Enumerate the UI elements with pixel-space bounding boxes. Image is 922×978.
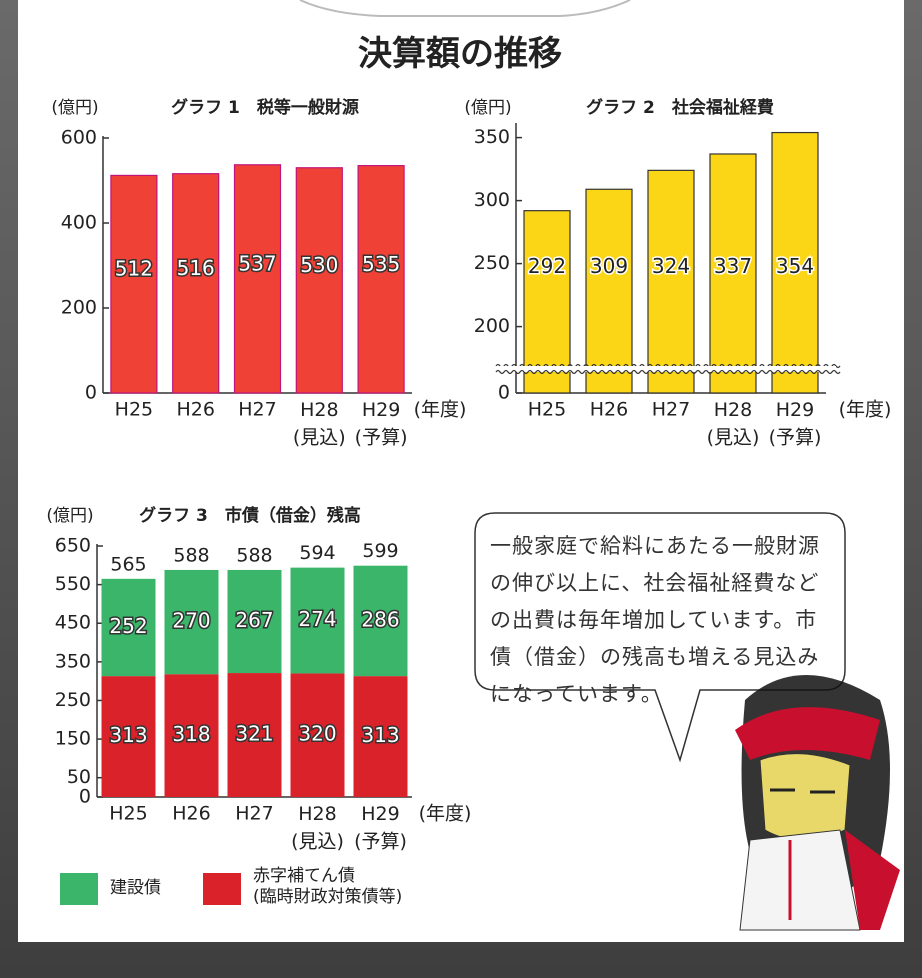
total-label: 594 — [299, 542, 335, 564]
value-label: 535 — [362, 252, 400, 276]
y-tick-label: 350 — [55, 650, 91, 672]
total-label: 565 — [110, 553, 146, 575]
x-axis-label: (年度) — [414, 399, 467, 421]
value-label: 267 — [235, 608, 273, 632]
y-axis-label: (億円) — [51, 98, 98, 118]
bar — [296, 168, 342, 393]
x-tick-label: H29(予算) — [355, 399, 408, 449]
value-label: 313 — [109, 723, 147, 747]
value-label: 320 — [298, 722, 336, 746]
bar — [235, 165, 281, 393]
x-tick-label: H26 — [176, 399, 214, 421]
x-tick-label: H28(見込) — [293, 399, 346, 449]
y-tick-label: 0 — [498, 382, 510, 404]
x-tick-label: H26 — [172, 803, 210, 825]
value-label: 286 — [361, 607, 399, 631]
value-label: 309 — [590, 254, 628, 278]
x-tick-label: H26 — [590, 399, 628, 421]
x-tick-label: H28(見込) — [291, 803, 344, 853]
value-label: 318 — [172, 722, 210, 746]
x-tick-label: H27 — [652, 399, 690, 421]
x-tick-label: H25 — [528, 399, 566, 421]
y-tick-label: 350 — [474, 126, 510, 148]
chart-title: グラフ 3 市債（借金）残高 — [139, 505, 361, 526]
total-label: 599 — [362, 540, 398, 562]
y-tick-label: 550 — [55, 573, 91, 595]
legend-swatch — [203, 873, 241, 905]
infographic: 決算額の推移 (億円) グラフ 1 税等一般財源 (年度) 0 200 400 600 H25… — [0, 0, 922, 978]
value-label: 537 — [238, 251, 276, 275]
chart-title: グラフ 1 税等一般財源 — [171, 97, 359, 118]
x-tick-label: H25 — [109, 803, 147, 825]
y-tick-label: 650 — [55, 535, 91, 557]
x-axis-label: (年度) — [839, 399, 892, 421]
value-label: 252 — [109, 614, 147, 638]
x-tick-label: H27 — [235, 803, 273, 825]
y-tick-label: 300 — [474, 189, 510, 211]
value-label: 354 — [776, 254, 814, 278]
x-tick-label: H25 — [115, 399, 153, 421]
value-label: 324 — [652, 254, 690, 278]
total-label: 588 — [173, 544, 209, 566]
y-tick-label: 250 — [55, 689, 91, 711]
value-label: 270 — [172, 609, 210, 633]
y-axis-label: (億円) — [46, 506, 93, 526]
bar — [586, 189, 632, 393]
speech-text: 一般家庭で給料にあたる一般財源の伸び以上に、社会福祉経費などの出費は毎年増加して… — [490, 528, 830, 713]
chart-1: (億円) グラフ 1 税等一般財源 (年度) 0 200 400 600 H25 H26 H27 H… — [51, 97, 466, 448]
y-tick-label: 600 — [61, 127, 97, 149]
legend-label: 建設債 — [110, 878, 161, 899]
page-title: 決算額の推移 — [358, 34, 562, 74]
y-axis-label: (億円) — [464, 98, 511, 118]
value-label: 530 — [300, 253, 338, 277]
x-tick-label: H29(予算) — [354, 803, 407, 853]
y-tick-label: 50 — [67, 766, 91, 788]
x-tick-label: H29(予算) — [769, 399, 822, 449]
y-tick-label: 0 — [85, 382, 97, 404]
total-label: 588 — [236, 544, 272, 566]
value-label: 516 — [177, 256, 215, 280]
y-tick-label: 0 — [79, 786, 91, 808]
y-tick-label: 400 — [61, 212, 97, 234]
page: 決算額の推移 (億円) グラフ 1 税等一般財源 (年度) 0 200 400 600 H25… — [0, 0, 922, 978]
y-tick-label: 200 — [61, 297, 97, 319]
y-tick-label: 450 — [55, 612, 91, 634]
x-axis-label: (年度) — [419, 803, 472, 825]
y-tick-label: 150 — [55, 728, 91, 750]
chart-2: (億円) グラフ 2 社会福祉経費 (年度) 0 200 250 300 350 H25 H26 H… — [464, 97, 891, 448]
y-tick-label: 250 — [474, 252, 510, 274]
x-tick-label: H28(見込) — [707, 399, 760, 449]
bar — [648, 170, 694, 393]
character — [735, 675, 900, 930]
value-label: 321 — [235, 722, 273, 746]
top-arc — [300, 0, 630, 16]
value-label: 512 — [115, 257, 153, 281]
bar — [111, 175, 157, 393]
value-label: 292 — [528, 254, 566, 278]
y-tick-label: 200 — [474, 315, 510, 337]
bar — [358, 166, 404, 393]
chart-3: (億円) グラフ 3 市債（借金）残高 (年度) 050 150 250 350 450 550… — [46, 505, 471, 852]
value-label: 313 — [361, 723, 399, 747]
legend-swatch — [60, 873, 98, 905]
x-tick-label: H27 — [238, 399, 276, 421]
legend-label: 赤字補てん債 (臨時財政対策債等) — [253, 866, 402, 908]
bar — [173, 174, 219, 393]
chart-title: グラフ 2 社会福祉経費 — [586, 97, 774, 118]
value-label: 274 — [298, 607, 336, 631]
value-label: 337 — [714, 254, 752, 278]
